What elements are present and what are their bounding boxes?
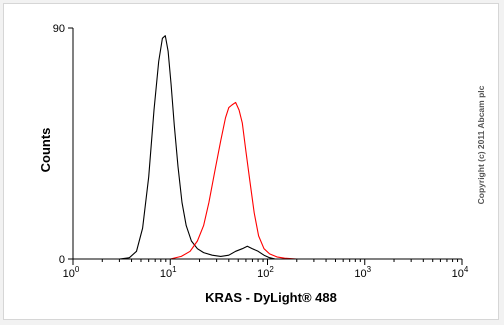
y-axis-title: Counts bbox=[38, 128, 53, 173]
y-tick-group: 0 90 bbox=[53, 23, 73, 266]
y-tick-label: 90 bbox=[53, 23, 65, 35]
x-tick-exponent: 4 bbox=[464, 265, 469, 274]
y-tick-label: 0 bbox=[59, 254, 65, 266]
x-tick-label: 103 bbox=[354, 265, 371, 280]
x-tick-group: 100 101 102 103 104 bbox=[63, 259, 469, 280]
copyright-text: Copyright (c) 2011 Abcam plc bbox=[476, 85, 486, 204]
x-tick-label: 102 bbox=[257, 265, 274, 280]
histogram-series-2 bbox=[170, 101, 297, 260]
x-tick-exponent: 1 bbox=[172, 265, 177, 274]
series-layer bbox=[119, 35, 297, 260]
x-axis-title: KRAS - DyLight® 488 bbox=[205, 290, 337, 305]
x-tick-label: 100 bbox=[63, 265, 80, 280]
histogram-series-1 bbox=[119, 35, 276, 260]
x-tick-exponent: 0 bbox=[75, 265, 80, 274]
x-tick-exponent: 2 bbox=[269, 265, 274, 274]
chart-frame bbox=[3, 3, 499, 320]
x-tick-exponent: 3 bbox=[367, 265, 372, 274]
x-tick-label: 104 bbox=[452, 265, 469, 280]
x-tick-label: 101 bbox=[160, 265, 177, 280]
